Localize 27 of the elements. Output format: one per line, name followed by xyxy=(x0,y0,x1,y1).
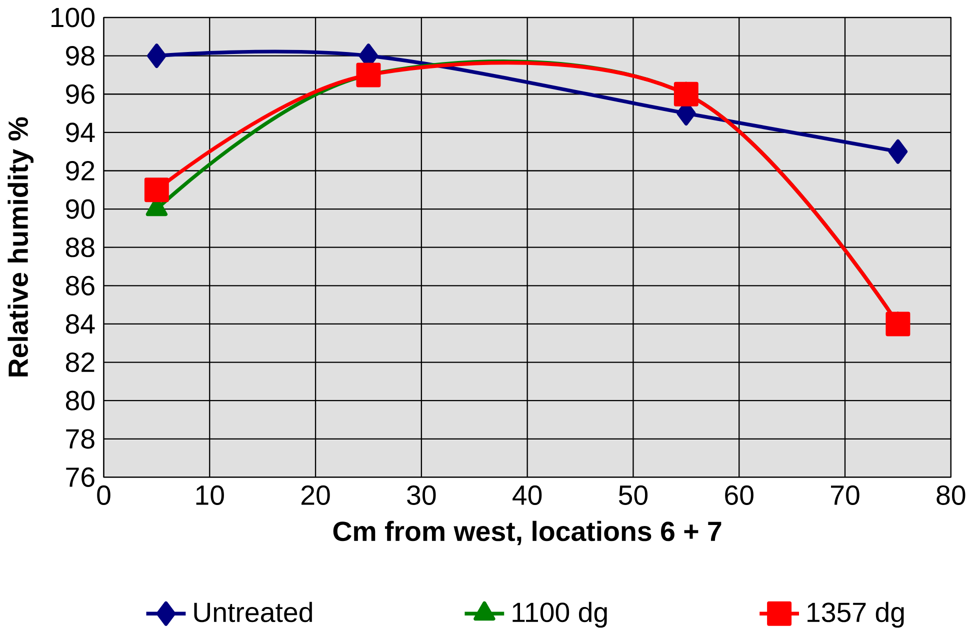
legend-label: 1357 dg xyxy=(808,602,904,628)
x-tick-label: 50 xyxy=(618,486,648,506)
x-tick-label: 30 xyxy=(407,486,436,506)
x-tick-label: 40 xyxy=(512,486,542,506)
y-tick-label: 100 xyxy=(51,8,94,28)
y-tick-label: 78 xyxy=(66,429,94,449)
y-tick-label: 94 xyxy=(66,122,95,142)
y-tick-label: 96 xyxy=(66,84,94,104)
x-tick-label: 60 xyxy=(725,486,754,506)
y-tick-label: 86 xyxy=(66,276,94,296)
y-tick-label: 84 xyxy=(66,314,95,334)
x-tick-label: 70 xyxy=(831,486,860,506)
x-tick-label: 20 xyxy=(301,486,330,506)
legend-label: Untreated xyxy=(194,602,312,622)
y-tick-label: 98 xyxy=(66,46,94,66)
y-axis-title: Relative humidity % xyxy=(8,117,34,377)
x-tick-label: 10 xyxy=(196,486,224,506)
y-tick-label: 80 xyxy=(66,391,95,411)
y-tick-label: 88 xyxy=(66,238,94,258)
x-tick-label: 0 xyxy=(97,486,110,506)
legend-label: 1100 dg xyxy=(512,602,607,628)
x-tick-label: 80 xyxy=(936,486,966,506)
y-tick-label: 90 xyxy=(66,199,95,220)
y-tick-label: 92 xyxy=(66,161,94,181)
y-tick-label: 76 xyxy=(66,468,94,488)
y-tick-label: 82 xyxy=(66,352,94,372)
x-axis-title: Cm from west, locations 6 + 7 xyxy=(333,521,722,546)
